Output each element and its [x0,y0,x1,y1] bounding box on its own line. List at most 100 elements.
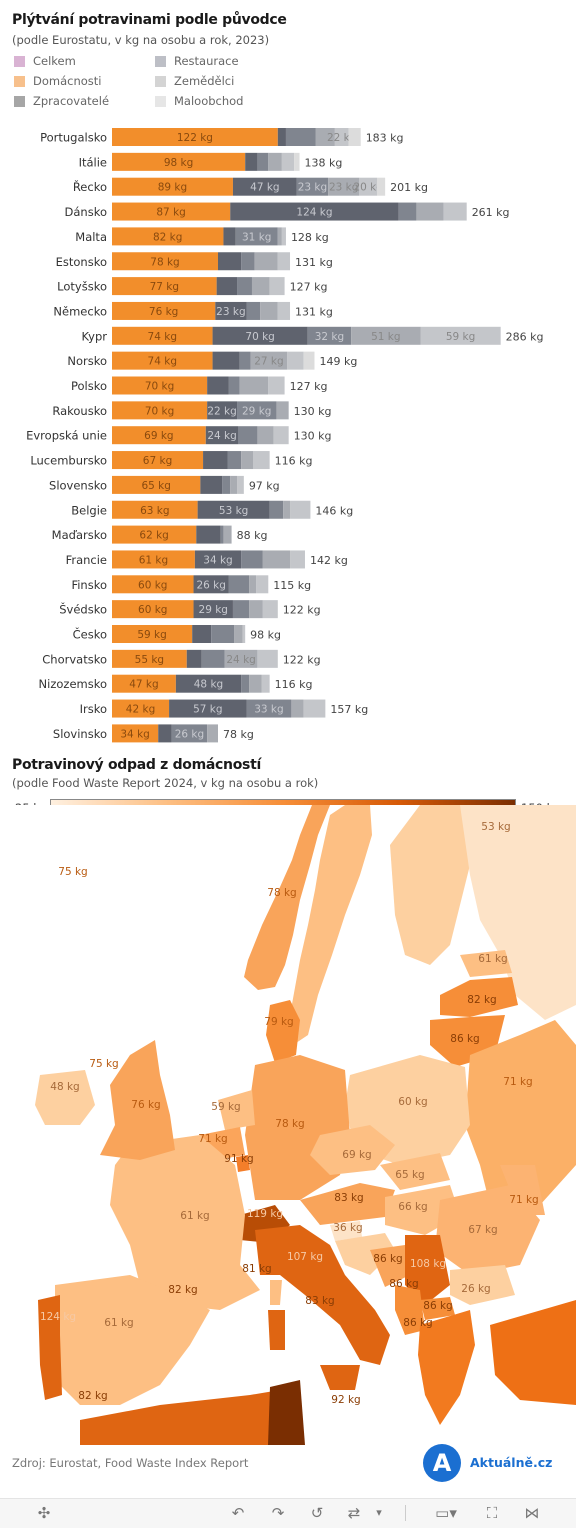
bar-segment[interactable] [222,475,231,494]
bar-segment[interactable] [260,301,278,320]
bar-segment[interactable] [348,128,361,146]
move-icon[interactable]: ✣ [37,1504,51,1522]
refresh-button[interactable]: ⇄ [347,1504,361,1522]
bar-segment[interactable] [443,202,467,221]
fullscreen-button[interactable]: ⛶ [486,1504,498,1522]
bar-segment[interactable] [205,426,239,445]
bar-segment[interactable] [281,227,286,246]
bar-segment[interactable] [290,550,305,569]
bar-segment[interactable] [212,326,308,345]
bar-segment[interactable] [215,301,247,320]
bar-segment[interactable] [227,451,242,470]
bar-segment[interactable] [351,326,421,345]
bar-segment[interactable] [112,674,176,693]
refresh-dropdown-icon[interactable]: ▾ [376,1506,382,1519]
bar-segment[interactable] [249,600,263,619]
bar-segment[interactable] [277,227,282,246]
bar-segment[interactable] [211,625,235,643]
present-button[interactable]: ▭▾ [435,1504,457,1522]
bar-segment[interactable] [257,649,278,668]
redo-button[interactable]: ↷ [271,1504,285,1522]
bar-segment[interactable] [112,550,195,569]
bar-segment[interactable] [112,625,193,643]
bar-segment[interactable] [175,674,242,693]
bar-segment[interactable] [112,699,170,718]
bar-segment[interactable] [112,177,233,196]
bar-segment[interactable] [228,575,250,594]
bar-segment[interactable] [290,500,311,519]
bar-segment[interactable] [257,426,274,445]
bar-segment[interactable] [273,426,289,445]
bar-segment[interactable] [241,252,255,271]
bar-segment[interactable] [269,277,285,296]
region-netherlands[interactable] [218,1090,255,1130]
bar-segment[interactable] [197,500,270,519]
bar-segment[interactable] [158,724,172,743]
bar-segment[interactable] [262,600,278,619]
region-austria[interactable] [300,1183,395,1225]
bar-segment[interactable] [234,625,243,643]
bar-segment[interactable] [112,525,197,544]
bar-segment[interactable] [268,376,285,395]
bar-segment[interactable] [246,301,261,320]
region-romania[interactable] [435,1185,540,1275]
region-corsica[interactable] [270,1280,282,1305]
bar-segment[interactable] [241,674,250,693]
region-albania[interactable] [395,1285,425,1335]
bar-segment[interactable] [246,699,292,718]
region-ukraine[interactable] [465,1020,576,1205]
region-denmark[interactable] [266,1000,300,1063]
bar-segment[interactable] [328,177,360,196]
bar-segment[interactable] [112,451,204,470]
bar-segment[interactable] [315,128,335,146]
bar-segment[interactable] [377,177,386,196]
region-bulgaria[interactable] [450,1265,515,1305]
bar-segment[interactable] [257,152,269,171]
aktualne-logo[interactable]: A [423,1444,461,1482]
bar-segment[interactable] [237,401,277,420]
bar-segment[interactable] [112,600,194,619]
bar-segment[interactable] [239,376,269,395]
bar-segment[interactable] [256,575,269,594]
bar-segment[interactable] [283,500,291,519]
region-italy[interactable] [255,1225,390,1365]
legend-item-zpracovatele[interactable]: Zpracovatelé [14,94,109,108]
bar-segment[interactable] [230,475,238,494]
bar-segment[interactable] [239,351,251,370]
bar-segment[interactable] [241,451,254,470]
bar-segment[interactable] [254,252,278,271]
bar-segment[interactable] [112,301,216,320]
bar-segment[interactable] [207,376,229,395]
bar-segment[interactable] [230,202,399,221]
bar-segment[interactable] [220,525,224,544]
bar-segment[interactable] [287,351,304,370]
region-portugal[interactable] [38,1295,62,1400]
bar-segment[interactable] [285,128,316,146]
bar-segment[interactable] [359,177,378,196]
bar-segment[interactable] [232,600,250,619]
bar-segment[interactable] [242,625,246,643]
bar-segment[interactable] [223,525,232,544]
region-luxembourg[interactable] [236,1155,250,1172]
region-bosnia[interactable] [370,1245,410,1287]
region-estonia[interactable] [460,950,512,977]
bar-segment[interactable] [277,301,291,320]
region-greece[interactable] [418,1310,475,1425]
bar-segment[interactable] [245,152,258,171]
bar-segment[interactable] [171,724,208,743]
region-turkey[interactable] [490,1300,576,1405]
bar-segment[interactable] [281,152,295,171]
bar-segment[interactable] [420,326,501,345]
region-tunisia[interactable] [268,1380,305,1445]
region-slovakia[interactable] [380,1153,450,1190]
bar-segment[interactable] [261,674,270,693]
legend-item-celkem[interactable]: Celkem [14,54,76,68]
bar-segment[interactable] [303,351,315,370]
bar-segment[interactable] [216,277,238,296]
bar-segment[interactable] [186,649,202,668]
bar-segment[interactable] [262,550,291,569]
revert-button[interactable]: ↺ [310,1504,324,1522]
bar-segment[interactable] [196,525,221,544]
region-slovenia[interactable] [330,1221,362,1241]
region-russia[interactable] [460,805,576,1020]
